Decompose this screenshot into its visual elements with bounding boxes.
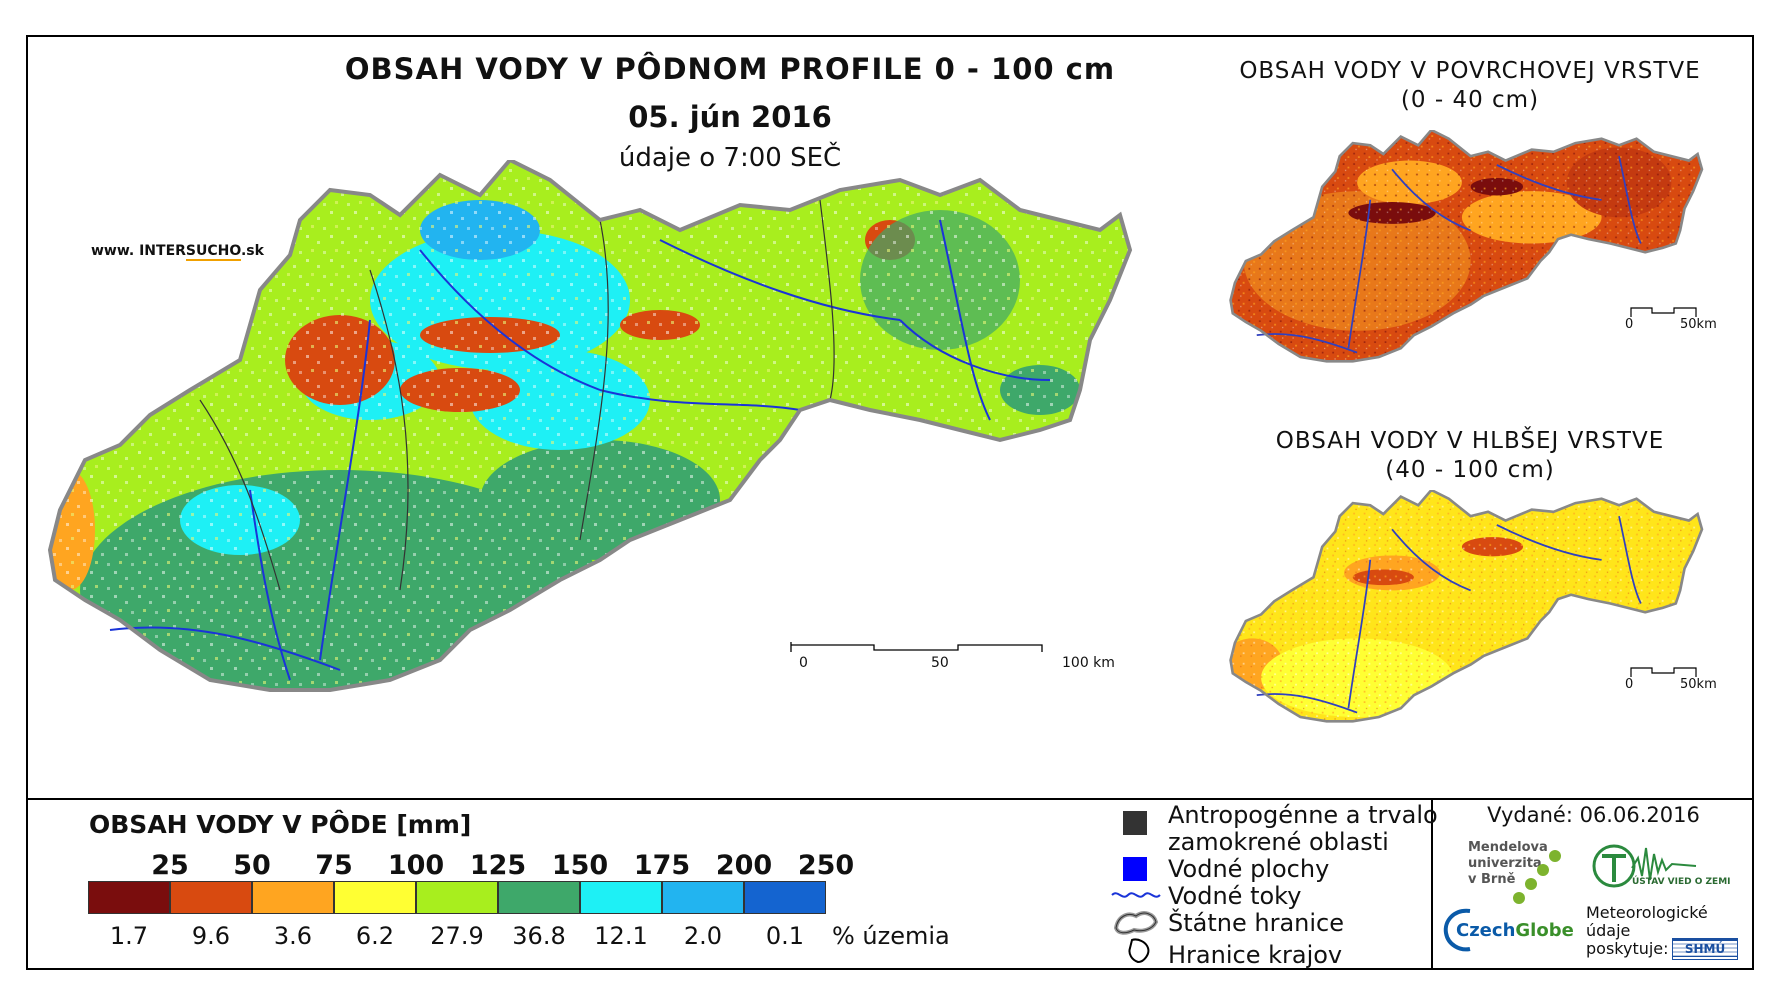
czechglobe-czech: Czech xyxy=(1456,920,1516,941)
legend-pct-3: 6.2 xyxy=(355,922,395,950)
issued-divider xyxy=(1431,798,1433,970)
surface-scale-50: 50km xyxy=(1680,317,1717,332)
legend-pct-6: 12.1 xyxy=(594,922,648,950)
main-soil-water-map xyxy=(48,160,1132,692)
surface-scale-0: 0 xyxy=(1625,317,1634,332)
legend-bound-3: 100 xyxy=(387,850,445,881)
czechglobe-globe: Globe xyxy=(1515,920,1574,941)
czechglobe-wordmark: CzechGlobe xyxy=(1456,921,1574,941)
legend-bound-0: 25 xyxy=(151,850,189,881)
deep-scale-bar xyxy=(1630,667,1697,677)
czechglobe-logo-icon xyxy=(1443,908,1471,952)
meteo-label-3: poskytuje: xyxy=(1586,939,1669,958)
legend-pct-4: 27.9 xyxy=(430,922,484,950)
legend-bound-8: 250 xyxy=(797,850,855,881)
legend-swatch-0 xyxy=(88,881,170,914)
website-prefix: www. INTER xyxy=(91,243,186,259)
legend-swatch-1 xyxy=(170,881,252,914)
legend-pct-0: 1.7 xyxy=(109,922,149,950)
deep-scale-50: 50km xyxy=(1680,677,1717,692)
main-scale-50: 50 xyxy=(931,655,949,671)
legend-pct-5: 36.8 xyxy=(512,922,566,950)
surface-layer-map xyxy=(1229,130,1704,363)
surface-title: OBSAH VODY V POVRCHOVEJ VRSTVE xyxy=(1239,58,1701,84)
issued-date: Vydané: 06.06.2016 xyxy=(1487,803,1700,827)
legend-swatch-2 xyxy=(252,881,334,914)
water-areas-label: Vodné plochy xyxy=(1168,855,1330,883)
main-map-fill xyxy=(50,160,1130,690)
deep-depth: (40 - 100 cm) xyxy=(1385,457,1555,483)
surface-scale-bar xyxy=(1630,307,1697,317)
legend-swatch-5 xyxy=(498,881,580,914)
shmu-wordmark: SHMÚ xyxy=(1673,942,1737,956)
rivers-label: Vodné toky xyxy=(1168,882,1302,910)
deep-title: OBSAH VODY V HLBŠEJ VRSTVE xyxy=(1275,428,1665,454)
meteo-label-1: Meteorologické xyxy=(1586,903,1708,922)
main-rivers xyxy=(109,219,1051,681)
website-accent: SUCHO xyxy=(185,243,241,261)
legend-bound-2: 75 xyxy=(315,850,353,881)
legend-pct-unit: % územia xyxy=(832,922,950,950)
mendel-dots-logo xyxy=(1513,850,1561,904)
legend-swatch-4 xyxy=(416,881,498,914)
water-area-symbol xyxy=(1123,857,1147,881)
legend-bound-1: 50 xyxy=(233,850,271,881)
meteo-label-2: údaje xyxy=(1586,921,1631,940)
legend-divider xyxy=(26,798,1754,800)
river-symbol xyxy=(1111,892,1161,898)
legend-swatch-6 xyxy=(580,881,662,914)
shmu-logo: SHMÚ xyxy=(1672,938,1738,960)
region-border-label: Hranice krajov xyxy=(1168,941,1343,969)
main-scale-bar xyxy=(790,642,1043,652)
main-scale-100: 100 km xyxy=(1062,655,1115,671)
anthropogenic-label-2: zamokrené oblasti xyxy=(1168,828,1389,856)
legend-pct-2: 3.6 xyxy=(273,922,313,950)
legend-swatch-8 xyxy=(744,881,826,914)
legend-title: OBSAH VODY V PÔDE [mm] xyxy=(89,810,472,839)
mendel-name-1: Mendelova xyxy=(1468,840,1548,855)
legend-swatch-7 xyxy=(662,881,744,914)
legend-bound-7: 200 xyxy=(715,850,773,881)
legend-bound-4: 125 xyxy=(469,850,527,881)
mendel-name-2: univerzita xyxy=(1468,856,1542,871)
legend-bound-5: 150 xyxy=(551,850,609,881)
main-time: údaje o 7:00 SEČ xyxy=(618,143,842,173)
main-scale-0: 0 xyxy=(799,655,808,671)
state-border-symbol xyxy=(1113,911,1159,935)
uvz-logo xyxy=(1592,844,1697,888)
website-suffix: .sk xyxy=(240,243,264,259)
anthropogenic-symbol xyxy=(1123,811,1147,835)
legend-pct-8: 0.1 xyxy=(765,922,805,950)
main-region-borders xyxy=(199,199,835,591)
uvz-name: ÚSTAV VIED O ZEMI xyxy=(1632,877,1731,887)
deep-layer-map xyxy=(1229,490,1704,723)
legend-pct-1: 9.6 xyxy=(191,922,231,950)
surface-depth: (0 - 40 cm) xyxy=(1400,87,1540,113)
website-link[interactable]: www. INTERSUCHO.sk xyxy=(91,243,264,261)
anthropogenic-label-1: Antropogénne a trvalo xyxy=(1168,801,1438,829)
region-border-symbol xyxy=(1128,938,1150,964)
state-border-label: Štátne hranice xyxy=(1168,909,1344,937)
deep-scale-0: 0 xyxy=(1625,677,1634,692)
mendel-name-3: v Brně xyxy=(1468,872,1516,887)
legend-swatch-3 xyxy=(334,881,416,914)
main-date: 05. jún 2016 xyxy=(628,100,832,134)
legend-pct-7: 2.0 xyxy=(683,922,723,950)
main-title: OBSAH VODY V PÔDNOM PROFILE 0 - 100 cm xyxy=(344,52,1116,86)
legend-bound-6: 175 xyxy=(633,850,691,881)
